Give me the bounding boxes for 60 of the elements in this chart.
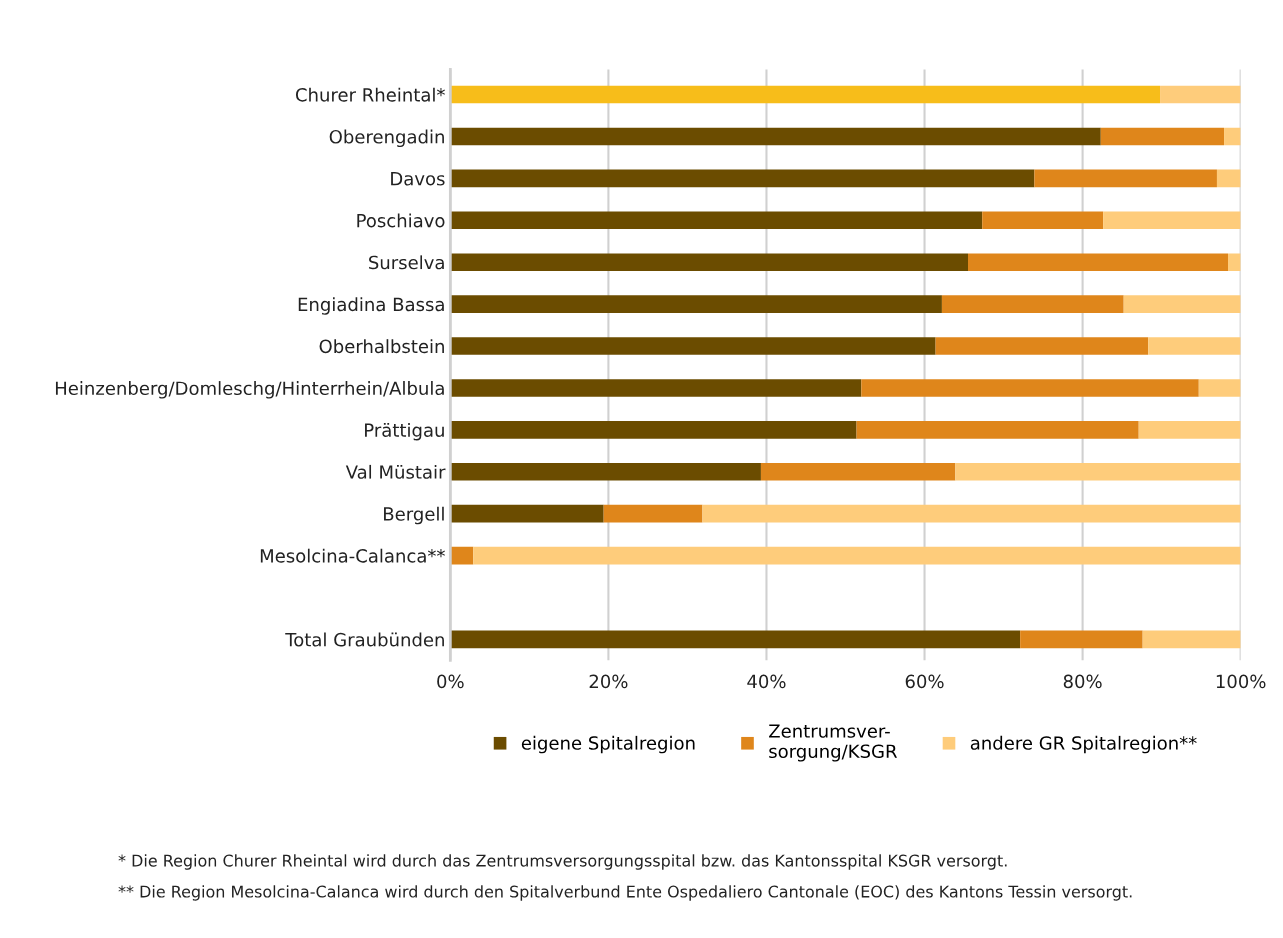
bar [1123, 295, 1241, 313]
bar [450, 462, 761, 481]
bar [1100, 127, 1225, 146]
x-tick-label: 40% [747, 674, 786, 689]
bar [941, 295, 1124, 313]
bar [935, 337, 1149, 355]
bar [450, 337, 936, 355]
bar [1148, 337, 1241, 355]
y-tick-label: Davos [391, 172, 445, 186]
y-tick-label: Heinzenberg/Domleschg/Hinterrhein/Albula [55, 381, 444, 399]
y-tick-label: Surselva [369, 255, 444, 270]
bar [1034, 169, 1217, 188]
text: ** Die Region Mesolcina-Calanca wird durch den Spitalverbund Ente Ospedaliero Cantonale (EOC) des Kantons Tessin versorgt. [118, 885, 1132, 901]
y-tick-label: Poschiavo [357, 213, 445, 228]
y-tick-label: Engiadina Bassa [298, 297, 444, 315]
legend-label: Zentrumsver- sorgung/KSGR [769, 724, 898, 762]
y-tick-label: Mesolcina-Calanca** [260, 548, 445, 563]
bar [968, 253, 1229, 271]
y-tick-label: Oberengadin [329, 129, 444, 148]
y-tick-label: Prättigau [365, 422, 444, 441]
y-tick-label: Oberhalbstein [319, 339, 444, 354]
bar [450, 421, 857, 439]
bar [856, 421, 1139, 439]
bar [1198, 379, 1241, 397]
x-tick-label: 100% [1216, 674, 1266, 689]
y-tick-label: Bergell [384, 506, 444, 525]
x-tick-label: 20% [589, 674, 628, 689]
y-tick-label: Churer Rheintal* [295, 87, 445, 102]
bar [702, 504, 1241, 523]
legend-label: eigene Spitalregion [521, 735, 695, 754]
bar [450, 295, 942, 313]
bar [450, 169, 1035, 188]
x-tick-label: 0% [437, 674, 464, 689]
y-tick-label: Total Graubünden [285, 632, 444, 647]
bar [760, 462, 956, 481]
bar [603, 504, 703, 523]
bar [1216, 169, 1241, 188]
text: * Die Region Churer Rheintal wird durch das Zentrumsversorgungsspital bzw. das Kantonsspital KSGR versorgt. [118, 854, 1007, 870]
bar [450, 630, 1021, 649]
bar [1020, 630, 1143, 649]
bar [1142, 630, 1241, 649]
bar [473, 546, 1241, 565]
legend-label: andere GR Spitalregion** [970, 735, 1197, 754]
bar [1228, 253, 1241, 271]
bar [450, 379, 862, 397]
bar [1160, 85, 1241, 104]
bar [861, 379, 1199, 397]
bar [982, 211, 1104, 230]
bar [450, 85, 1161, 104]
bar [1103, 211, 1241, 230]
bar [1138, 421, 1241, 439]
bar [450, 253, 968, 271]
bar [450, 127, 1101, 146]
x-tick-label: 80% [1063, 674, 1102, 689]
x-tick-label: 60% [905, 674, 944, 689]
bar [450, 504, 604, 523]
bar [1224, 127, 1241, 146]
bar [450, 211, 983, 230]
y-tick-label: Val Müstair [345, 464, 446, 479]
bar [955, 462, 1241, 481]
